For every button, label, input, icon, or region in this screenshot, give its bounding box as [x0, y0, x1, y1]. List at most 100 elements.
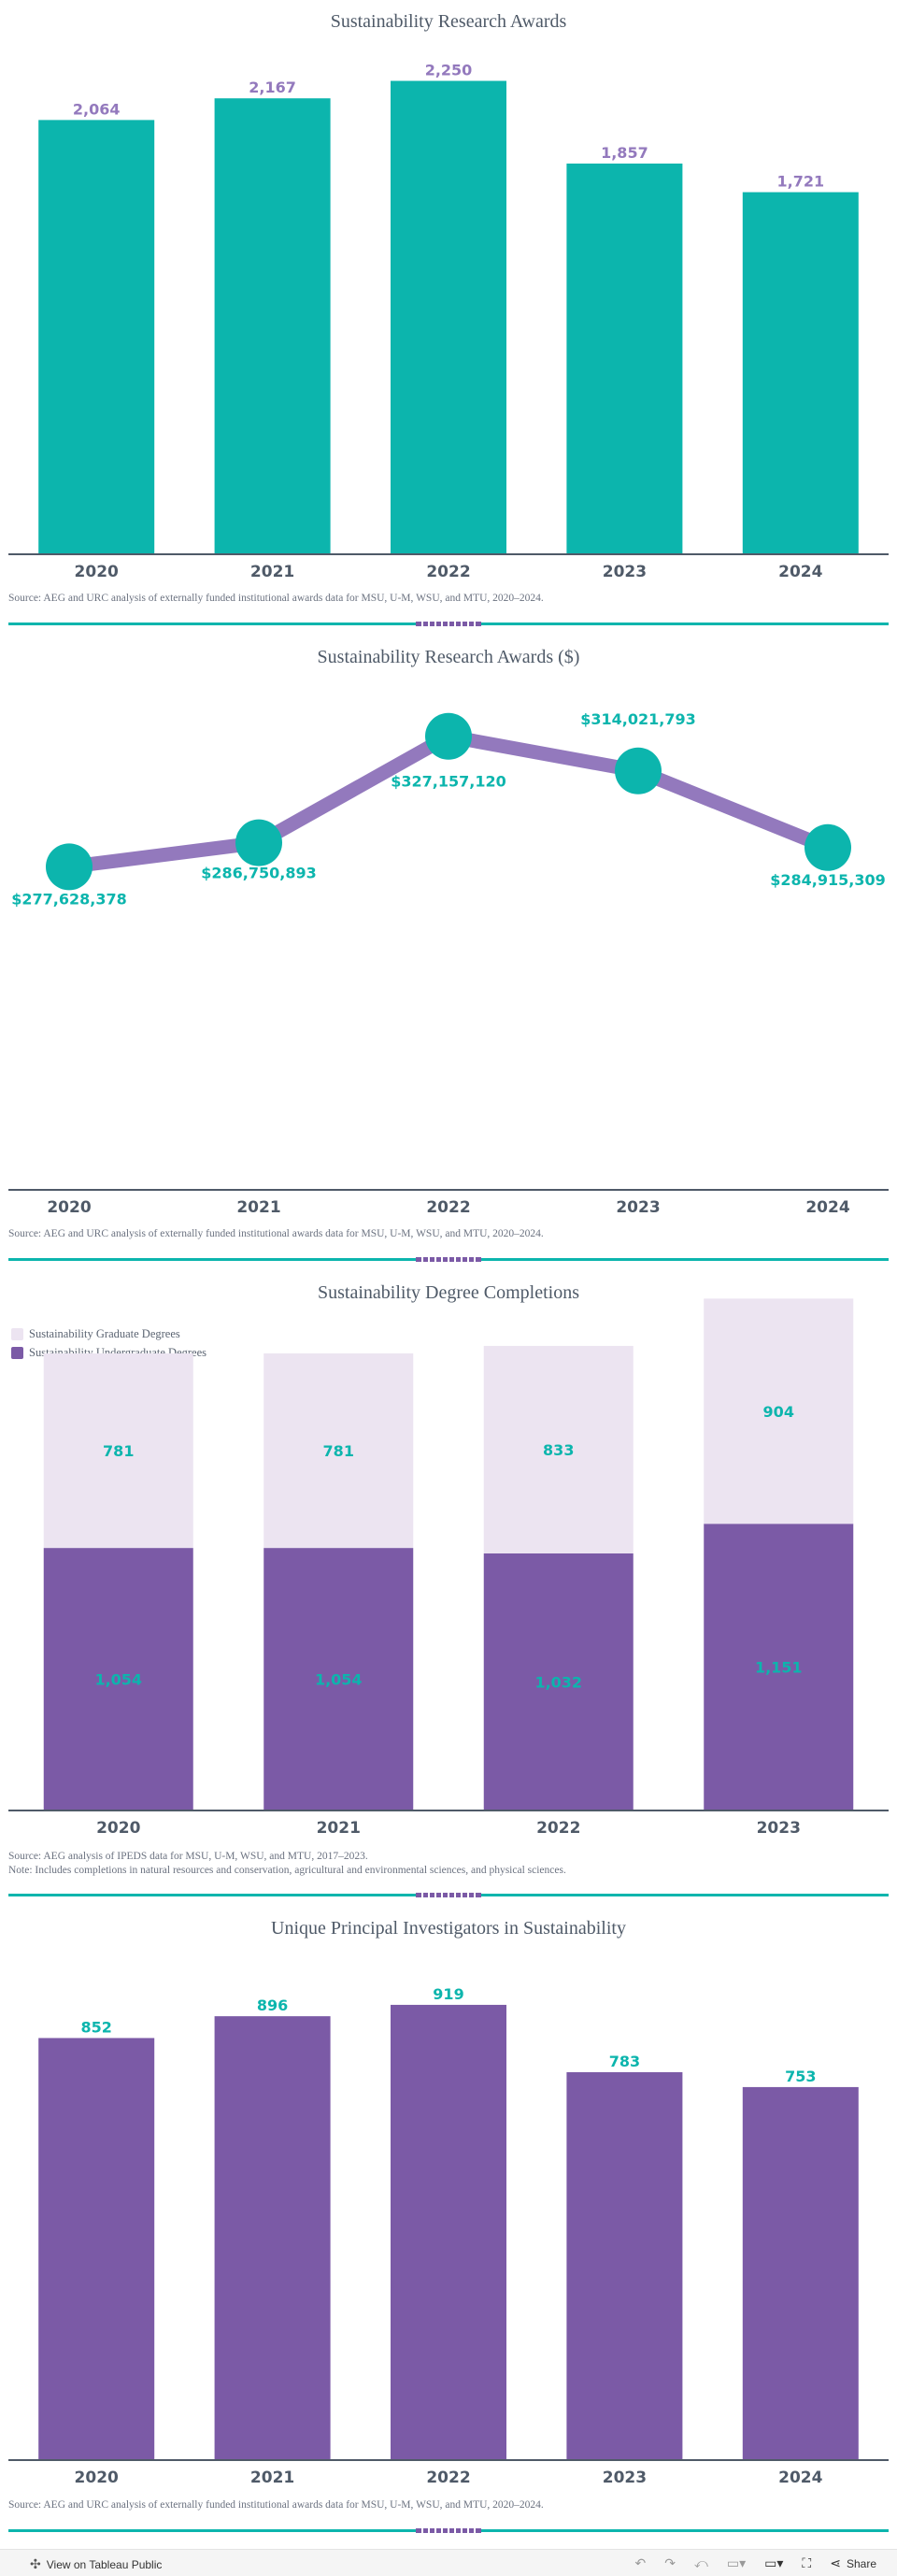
data-label: $286,750,893	[201, 865, 316, 882]
x-tick-label: 2020	[75, 563, 119, 581]
data-label-graduate: 904	[763, 1403, 794, 1421]
x-tick-label: 2021	[250, 2469, 294, 2487]
data-label: $314,021,793	[580, 710, 695, 728]
bar-graduate	[263, 1352, 414, 1549]
bar	[391, 2004, 506, 2460]
share-icon: ⋖	[830, 2555, 841, 2570]
bar-undergraduate	[704, 1524, 854, 1810]
bar	[38, 2038, 155, 2460]
bar-chart-research-awards: 2,064 2020 2,167 2021 2,250 2022 1,857 2023 1,72…	[8, 62, 889, 581]
bar-graduate	[483, 1345, 634, 1553]
section-divider	[8, 1893, 889, 1897]
x-tick-label: 2022	[426, 2469, 470, 2487]
chart-source: Source: AEG and URC analysis of external…	[8, 1228, 544, 1239]
share-button[interactable]: ⋖ Share	[830, 2555, 876, 2571]
data-label-graduate: 833	[543, 1441, 574, 1459]
x-tick-label: 2023	[757, 1819, 801, 1838]
tableau-toolbar: ✣ View on Tableau Public ↶ ↷ ⤺ ▭▾ ▭▾ ⛶ ⋖…	[0, 2549, 897, 2576]
data-label-undergraduate: 1,032	[534, 1673, 582, 1691]
data-label: 783	[609, 2053, 640, 2070]
data-label: 1,721	[776, 173, 824, 191]
undo-icon[interactable]: ↶	[634, 2555, 647, 2570]
data-label: 896	[257, 1996, 288, 2014]
legend-swatch-undergraduate	[11, 1346, 23, 1359]
x-tick-label: 2021	[236, 1198, 280, 1217]
bar	[566, 2072, 683, 2460]
bar-chart-principal-investigators: 852 2020 896 2021 919 2022 783 2023 753 2024	[8, 1985, 889, 2487]
data-label: 852	[80, 2018, 111, 2036]
x-tick-label: 2024	[778, 563, 822, 581]
data-label-undergraduate: 1,151	[755, 1659, 803, 1677]
chart-title: Unique Principal Investigators in Sustai…	[271, 1918, 626, 1939]
data-label: $284,915,309	[770, 871, 885, 889]
x-tick-label: 2020	[96, 1819, 140, 1838]
data-label-graduate: 781	[103, 1442, 134, 1460]
data-label: 2,167	[249, 79, 296, 96]
presentation-icon[interactable]: ▭▾	[764, 2555, 784, 2570]
data-label: $327,157,120	[391, 773, 505, 791]
bar-graduate	[43, 1352, 193, 1549]
x-tick-label: 2021	[250, 563, 294, 581]
x-tick-label: 2024	[778, 2469, 822, 2487]
chart-source: Source: AEG and URC analysis of external…	[8, 593, 544, 604]
tableau-logo-icon: ✣	[30, 2556, 41, 2571]
view-on-tableau-link[interactable]: ✣ View on Tableau Public	[30, 2556, 162, 2572]
x-tick-label: 2020	[47, 1198, 91, 1217]
chart-title: Sustainability Research Awards	[330, 11, 567, 32]
x-tick-label: 2023	[603, 563, 647, 581]
data-point	[46, 843, 93, 891]
redo-icon[interactable]: ↷	[664, 2555, 676, 2570]
legend-swatch-graduate	[11, 1327, 23, 1340]
bar	[742, 192, 859, 554]
toolbar-actions: ↶ ↷ ⤺ ▭▾ ▭▾ ⛶ ⋖ Share	[634, 2555, 876, 2571]
legend-label: Sustainability Graduate Degrees	[29, 1326, 180, 1340]
data-point	[425, 712, 472, 760]
data-label-undergraduate: 1,054	[94, 1671, 142, 1689]
section-divider	[8, 622, 889, 626]
chart-source: Source: AEG analysis of IPEDS data for M…	[8, 1851, 368, 1862]
data-label-graduate: 781	[323, 1442, 354, 1460]
bar	[566, 163, 683, 554]
bar	[391, 80, 506, 554]
revert-icon[interactable]: ⤺	[693, 2555, 708, 2570]
fullscreen-icon[interactable]: ⛶	[802, 2555, 812, 2570]
stacked-bar-chart-degree-completions: 1,054 781 2020 1,054 781 2021 1,032 833 2022 1,15…	[8, 1298, 889, 1838]
data-label: 919	[433, 1985, 463, 2003]
bar-undergraduate	[43, 1548, 193, 1810]
bar	[214, 2016, 331, 2460]
pause-icon[interactable]: ▭▾	[726, 2555, 747, 2570]
legend-item-graduate: Sustainability Graduate Degrees	[11, 1324, 206, 1343]
x-tick-label: 2023	[603, 2469, 647, 2487]
chart-note: Note: Includes completions in natural re…	[8, 1865, 566, 1876]
data-label: 753	[785, 2068, 816, 2085]
x-tick-label: 2022	[426, 1198, 470, 1217]
data-point	[804, 823, 851, 871]
data-label: $277,628,378	[11, 890, 126, 908]
chart-title: Sustainability Degree Completions	[318, 1282, 579, 1303]
x-tick-label: 2022	[426, 563, 470, 581]
data-point	[235, 819, 282, 866]
bar-graduate	[704, 1298, 854, 1524]
data-label: 1,857	[601, 144, 648, 162]
data-label: 2,250	[425, 62, 473, 79]
section-divider	[8, 2528, 889, 2533]
x-tick-label: 2022	[536, 1819, 580, 1838]
bar-undergraduate	[483, 1553, 634, 1810]
section-divider	[8, 1257, 889, 1262]
bar	[742, 2086, 859, 2460]
x-tick-label: 2021	[317, 1819, 361, 1838]
x-tick-label: 2023	[616, 1198, 660, 1217]
line-chart-research-awards-dollars: $277,628,378 2020 $286,750,893 2021 $327,157…	[8, 710, 889, 1217]
view-on-tableau-label: View on Tableau Public	[46, 2557, 163, 2571]
bar-undergraduate	[263, 1548, 414, 1810]
chart-title: Sustainability Research Awards ($)	[317, 647, 580, 667]
chart-source: Source: AEG and URC analysis of external…	[8, 2499, 544, 2511]
data-point	[615, 747, 662, 794]
bar	[214, 98, 331, 555]
share-label: Share	[846, 2556, 876, 2570]
data-label-undergraduate: 1,054	[315, 1671, 363, 1689]
x-tick-label: 2024	[805, 1198, 849, 1217]
data-label: 2,064	[73, 100, 121, 118]
x-tick-label: 2020	[75, 2469, 119, 2487]
bar	[38, 120, 155, 554]
